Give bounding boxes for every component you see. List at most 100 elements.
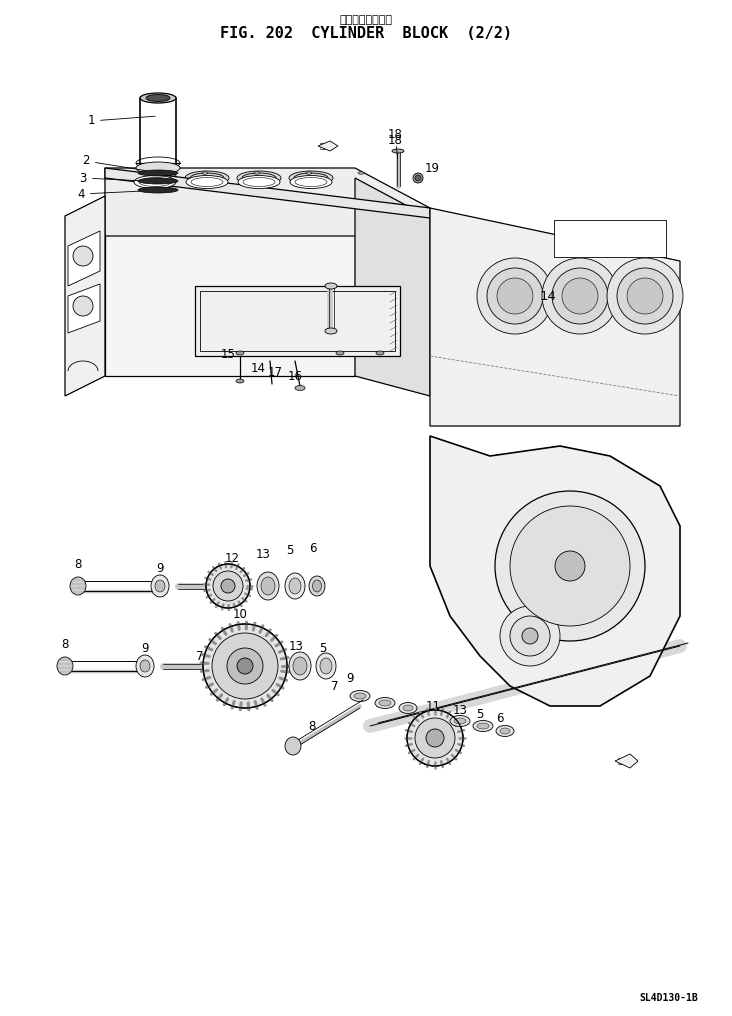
Text: 3: 3 (80, 172, 142, 185)
Circle shape (617, 268, 673, 324)
Ellipse shape (325, 328, 337, 334)
Ellipse shape (320, 658, 332, 674)
Text: 17: 17 (267, 366, 283, 379)
Circle shape (415, 718, 455, 758)
Text: 9: 9 (346, 673, 354, 686)
Text: 正面: 正面 (618, 758, 627, 764)
Ellipse shape (134, 176, 176, 189)
Ellipse shape (136, 655, 154, 677)
Text: 7: 7 (332, 680, 339, 693)
Ellipse shape (70, 577, 86, 595)
Text: 正面: 正面 (320, 142, 328, 149)
Ellipse shape (155, 580, 165, 592)
Circle shape (497, 278, 533, 314)
Circle shape (213, 571, 243, 601)
Ellipse shape (375, 698, 395, 708)
Ellipse shape (350, 691, 370, 701)
Polygon shape (465, 271, 640, 388)
Text: 18: 18 (387, 134, 403, 147)
Ellipse shape (237, 171, 281, 185)
Ellipse shape (290, 176, 332, 189)
Text: 11: 11 (425, 699, 441, 712)
Text: FIG. 202  CYLINDER  BLOCK  (2/2): FIG. 202 CYLINDER BLOCK (2/2) (220, 25, 512, 41)
Ellipse shape (151, 575, 169, 597)
Polygon shape (68, 231, 100, 285)
Circle shape (487, 268, 543, 324)
Text: 4: 4 (78, 188, 141, 200)
Text: 15: 15 (220, 347, 236, 361)
Text: 14: 14 (540, 290, 557, 303)
Ellipse shape (500, 728, 510, 734)
Text: 9: 9 (141, 641, 149, 654)
Text: 18: 18 (387, 128, 403, 158)
Text: 13: 13 (288, 639, 304, 652)
Ellipse shape (202, 172, 208, 175)
Text: 19: 19 (425, 162, 440, 175)
Ellipse shape (285, 573, 305, 599)
Ellipse shape (254, 172, 260, 175)
Ellipse shape (306, 172, 312, 175)
Ellipse shape (140, 93, 176, 103)
Circle shape (500, 606, 560, 666)
Polygon shape (195, 285, 400, 356)
Polygon shape (430, 208, 680, 426)
Text: 9: 9 (156, 562, 164, 574)
Ellipse shape (140, 660, 150, 672)
Ellipse shape (392, 149, 404, 153)
Circle shape (552, 268, 608, 324)
Polygon shape (355, 178, 430, 396)
Ellipse shape (403, 705, 413, 711)
Text: 14: 14 (250, 362, 266, 375)
Circle shape (212, 633, 278, 699)
Text: シリンダブロック: シリンダブロック (340, 15, 392, 25)
Ellipse shape (136, 162, 180, 174)
Ellipse shape (450, 715, 470, 726)
Text: 8: 8 (61, 637, 69, 650)
Text: 16: 16 (288, 370, 302, 382)
Text: Engine No.24224~: Engine No.24224~ (570, 242, 650, 251)
Polygon shape (105, 168, 430, 218)
Text: 5: 5 (319, 641, 326, 654)
Ellipse shape (289, 652, 311, 680)
Ellipse shape (127, 172, 133, 175)
Ellipse shape (138, 178, 178, 184)
Polygon shape (318, 141, 338, 151)
Circle shape (522, 628, 538, 644)
Circle shape (73, 296, 93, 316)
Text: 13: 13 (255, 548, 270, 561)
Circle shape (203, 624, 287, 708)
Circle shape (237, 658, 253, 674)
Ellipse shape (358, 172, 364, 175)
Ellipse shape (496, 725, 514, 737)
Circle shape (407, 710, 463, 766)
Ellipse shape (257, 572, 279, 600)
Circle shape (510, 616, 550, 656)
Text: 8: 8 (75, 558, 82, 571)
Text: 7: 7 (212, 570, 219, 582)
Ellipse shape (236, 379, 244, 383)
Text: SL4D130-1B: SL4D130-1B (639, 993, 698, 1003)
Circle shape (562, 278, 598, 314)
Ellipse shape (336, 351, 344, 355)
Ellipse shape (295, 385, 305, 390)
Ellipse shape (146, 94, 170, 102)
Ellipse shape (138, 170, 178, 176)
Circle shape (206, 564, 250, 608)
Ellipse shape (285, 737, 301, 755)
Text: 適用号機: 適用号機 (600, 230, 621, 239)
Circle shape (477, 258, 553, 334)
Ellipse shape (309, 576, 325, 596)
Ellipse shape (379, 700, 391, 706)
Text: 5: 5 (477, 707, 484, 720)
Ellipse shape (354, 693, 366, 699)
Polygon shape (105, 168, 430, 236)
Circle shape (542, 258, 618, 334)
Ellipse shape (454, 718, 466, 724)
Text: 7: 7 (196, 649, 203, 662)
Ellipse shape (289, 578, 301, 594)
Ellipse shape (185, 171, 229, 185)
Ellipse shape (138, 187, 178, 193)
Circle shape (555, 551, 585, 581)
Ellipse shape (238, 176, 280, 189)
Ellipse shape (313, 580, 321, 592)
